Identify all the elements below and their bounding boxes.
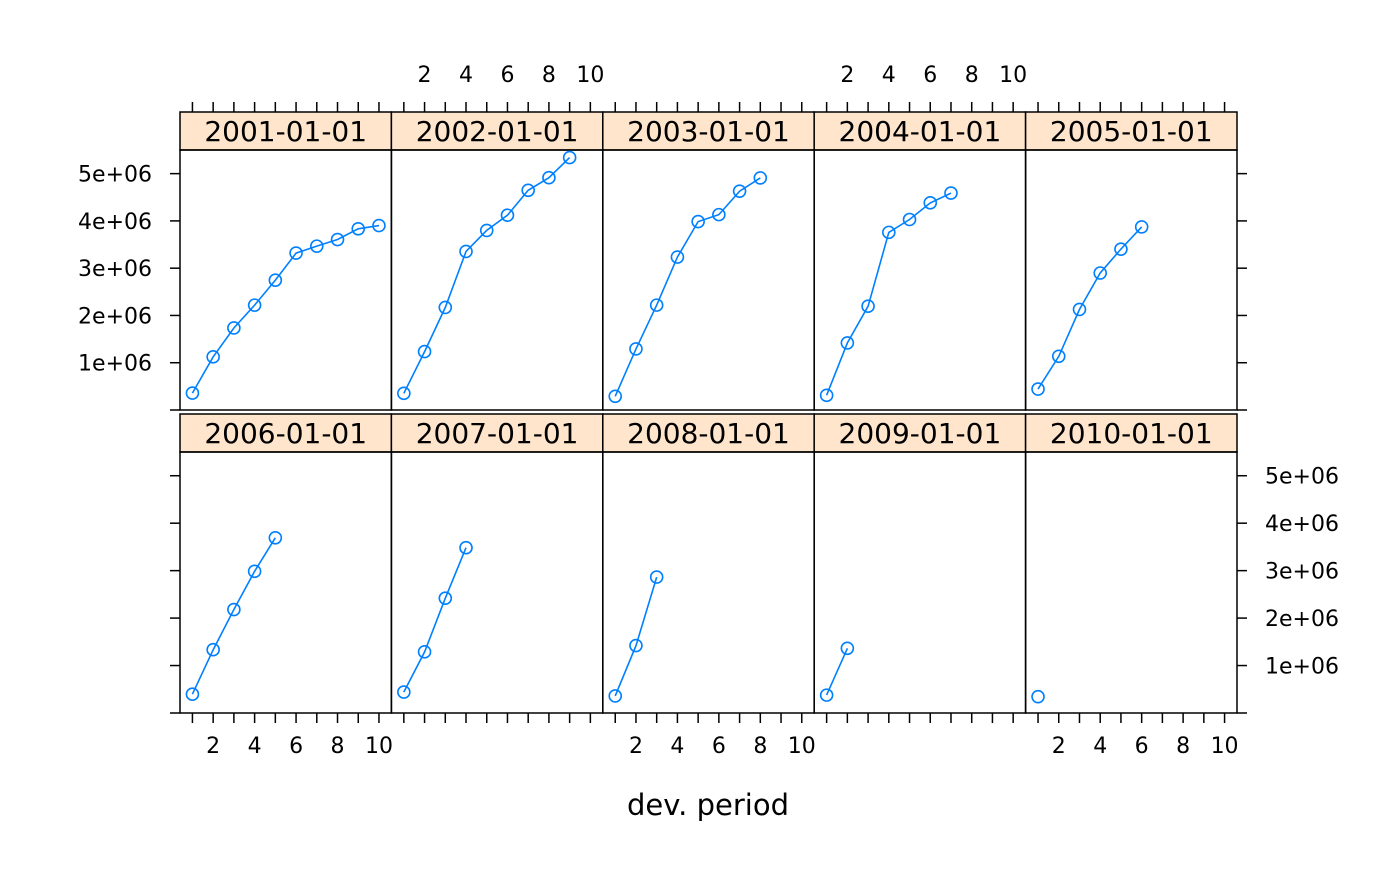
panel-2007-01-01: 2007-01-01 [391,414,602,713]
y-tick-label: 3e+06 [1265,560,1339,585]
x-tick-label: 2 [840,63,854,88]
x-tick-label: 6 [1135,734,1149,759]
x-axis-title: dev. period [627,788,789,822]
x-tick-label: 4 [1093,734,1107,759]
panel-frame [603,150,814,410]
data-point [651,571,663,583]
panel-2009-01-01: 2009-01-01 [814,414,1025,713]
y-tick-label: 4e+06 [78,210,152,235]
x-tick-label: 10 [1211,734,1239,759]
y-tick-label: 2e+06 [78,304,152,329]
panel-frame [391,150,602,410]
panel-2002-01-01: 2002-01-01 [391,112,602,410]
x-tick-label: 4 [882,63,896,88]
strip-label: 2010-01-01 [1050,417,1213,450]
data-point [564,152,576,164]
data-point [821,689,833,701]
x-tick-label: 10 [365,734,393,759]
x-tick-label: 4 [248,734,262,759]
x-tick-label: 2 [418,63,432,88]
strip-label: 2009-01-01 [839,417,1002,450]
y-tick-label: 2e+06 [1265,607,1339,632]
series-line [615,577,657,696]
axes-layer: 2 4 6 8 10 2 4 6 8 10 2 4 6 8 10 2 4 6 8 10 2 4 6 8 10 1e+06 2e+06… [78,63,1339,759]
x-tick-label: 2 [206,734,220,759]
strip-label: 2006-01-01 [204,417,367,450]
panel-frame [814,150,1025,410]
x-tick-label: 10 [788,734,816,759]
strip-label: 2002-01-01 [416,115,579,148]
y-tick-label: 1e+06 [1265,655,1339,680]
series-line [615,178,760,396]
x-tick-label: 4 [459,63,473,88]
panels-layer: 2001-01-01 2002-01-01 2003-01-01 2004-01-01… [180,112,1237,713]
panel-frame [391,452,602,713]
x-tick-label: 8 [753,734,767,759]
y-tick-label: 1e+06 [78,352,152,377]
data-point [821,389,833,401]
panel-frame [603,452,814,713]
panel-frame [180,150,391,410]
strip-label: 2004-01-01 [839,115,1002,148]
data-point [609,690,621,702]
series-line [404,158,570,394]
panel-2003-01-01: 2003-01-01 [603,112,814,410]
strip-label: 2005-01-01 [1050,115,1213,148]
panel-2001-01-01: 2001-01-01 [180,112,391,410]
series-line [192,226,379,394]
x-tick-label: 6 [500,63,514,88]
series-line [827,648,848,695]
y-tick-label: 3e+06 [78,257,152,282]
panel-frame [180,452,391,713]
series-line [827,193,951,395]
x-tick-label: 2 [629,734,643,759]
panel-2006-01-01: 2006-01-01 [180,414,391,713]
panel-frame [814,452,1025,713]
x-tick-label: 8 [1176,734,1190,759]
strip-label: 2008-01-01 [627,417,790,450]
data-point [269,532,281,544]
x-tick-label: 4 [670,734,684,759]
panel-2008-01-01: 2008-01-01 [603,414,814,713]
x-tick-label: 6 [289,734,303,759]
strip-label: 2007-01-01 [416,417,579,450]
strip-label: 2001-01-01 [204,115,367,148]
y-tick-label: 4e+06 [1265,512,1339,537]
data-point [1032,691,1044,703]
panel-2010-01-01: 2010-01-01 [1026,414,1237,713]
x-tick-label: 8 [542,63,556,88]
panel-frame [1026,150,1237,410]
x-tick-label: 8 [331,734,345,759]
x-tick-label: 8 [965,63,979,88]
x-tick-label: 10 [999,63,1027,88]
x-tick-label: 6 [923,63,937,88]
panel-2005-01-01: 2005-01-01 [1026,112,1237,410]
strip-label: 2003-01-01 [627,115,790,148]
y-tick-label: 5e+06 [1265,465,1339,490]
x-tick-label: 10 [576,63,604,88]
x-tick-label: 2 [1052,734,1066,759]
panel-2004-01-01: 2004-01-01 [814,112,1025,410]
x-tick-label: 6 [712,734,726,759]
panel-frame [1026,452,1237,713]
series-line [404,548,466,692]
y-tick-label: 5e+06 [78,163,152,188]
